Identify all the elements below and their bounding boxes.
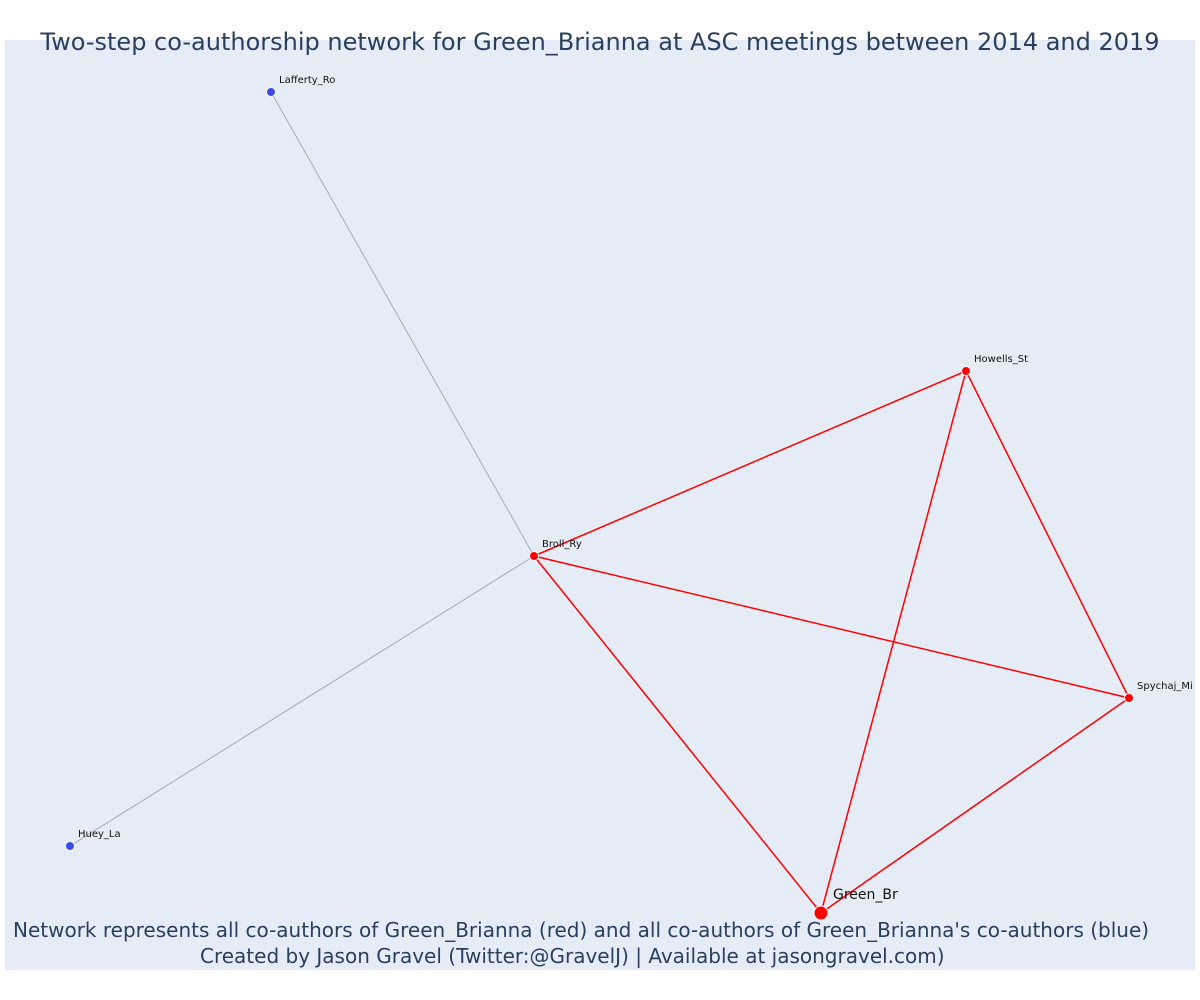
- node-label-Lafferty_Ro: Lafferty_Ro: [279, 75, 335, 86]
- node-label-Huey_La: Huey_La: [78, 829, 121, 840]
- caption-credit: Created by Jason Gravel (Twitter:@Gravel…: [200, 944, 945, 968]
- node-label-Broll_Ry: Broll_Ry: [542, 539, 582, 550]
- node-label-Howells_St: Howells_St: [974, 354, 1028, 365]
- node-label-Green_Br: Green_Br: [833, 887, 898, 903]
- edge-Broll_Ry-Lafferty_Ro: [270, 91, 535, 557]
- chart-title: Two-step co-authorship network for Green…: [40, 28, 1160, 56]
- edge-Green_Br-Spychaj_Mi: [820, 697, 1130, 914]
- plot-area: [5, 40, 1195, 970]
- node-Spychaj_Mi[interactable]: [1124, 693, 1134, 703]
- node-Huey_La[interactable]: [65, 841, 75, 851]
- node-Broll_Ry[interactable]: [529, 551, 539, 561]
- edge-Broll_Ry-Howells_St: [533, 370, 967, 557]
- node-Lafferty_Ro[interactable]: [266, 87, 276, 97]
- edge-Broll_Ry-Huey_La: [69, 555, 535, 847]
- node-Howells_St[interactable]: [961, 366, 971, 376]
- edge-Broll_Ry-Spychaj_Mi: [533, 555, 1130, 699]
- node-Green_Br[interactable]: [813, 905, 829, 921]
- edge-Green_Br-Broll_Ry: [533, 555, 822, 914]
- caption-description: Network represents all co-authors of Gre…: [13, 918, 1150, 942]
- node-label-Spychaj_Mi: Spychaj_Mi: [1137, 681, 1193, 692]
- edge-Howells_St-Spychaj_Mi: [965, 370, 1130, 699]
